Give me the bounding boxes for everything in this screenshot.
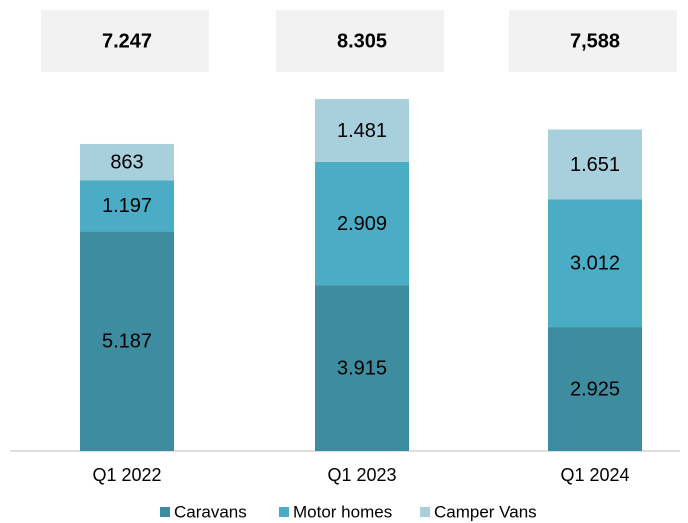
bar-segment [548, 327, 642, 451]
bar-segment [548, 199, 642, 328]
legend-swatch [160, 507, 170, 517]
segment-label: 1.197 [102, 195, 152, 217]
legend-label: Camper Vans [434, 502, 537, 521]
total-box [276, 10, 444, 72]
total-box [41, 10, 209, 72]
segment-label: 1.481 [337, 120, 387, 142]
total-label: 7,588 [570, 30, 620, 52]
legend-swatch [420, 507, 430, 517]
x-tick-label: Q1 2023 [327, 465, 396, 485]
bar-segment [80, 143, 174, 181]
total-box [509, 10, 677, 72]
bar-segment [80, 231, 174, 451]
segment-label: 3.012 [570, 253, 620, 275]
total-label: 7.247 [102, 30, 152, 52]
legend-label: Motor homes [293, 502, 392, 521]
segment-label: 5.187 [102, 330, 152, 352]
bar-segment [80, 180, 174, 232]
bar-segment [315, 161, 409, 286]
bar-segment [315, 99, 409, 162]
legend-label: Caravans [174, 502, 247, 521]
segment-label: 863 [110, 152, 143, 174]
segment-label: 2.925 [570, 378, 620, 400]
bar-segment [548, 129, 642, 200]
legend-swatch [279, 507, 289, 517]
segment-label: 1.651 [570, 154, 620, 176]
x-tick-label: Q1 2022 [92, 465, 161, 485]
x-tick-label: Q1 2024 [560, 465, 629, 485]
bar-segment [315, 285, 409, 451]
segment-label: 2.909 [337, 213, 387, 235]
segment-label: 3.915 [337, 357, 387, 379]
total-label: 8.305 [337, 30, 387, 52]
